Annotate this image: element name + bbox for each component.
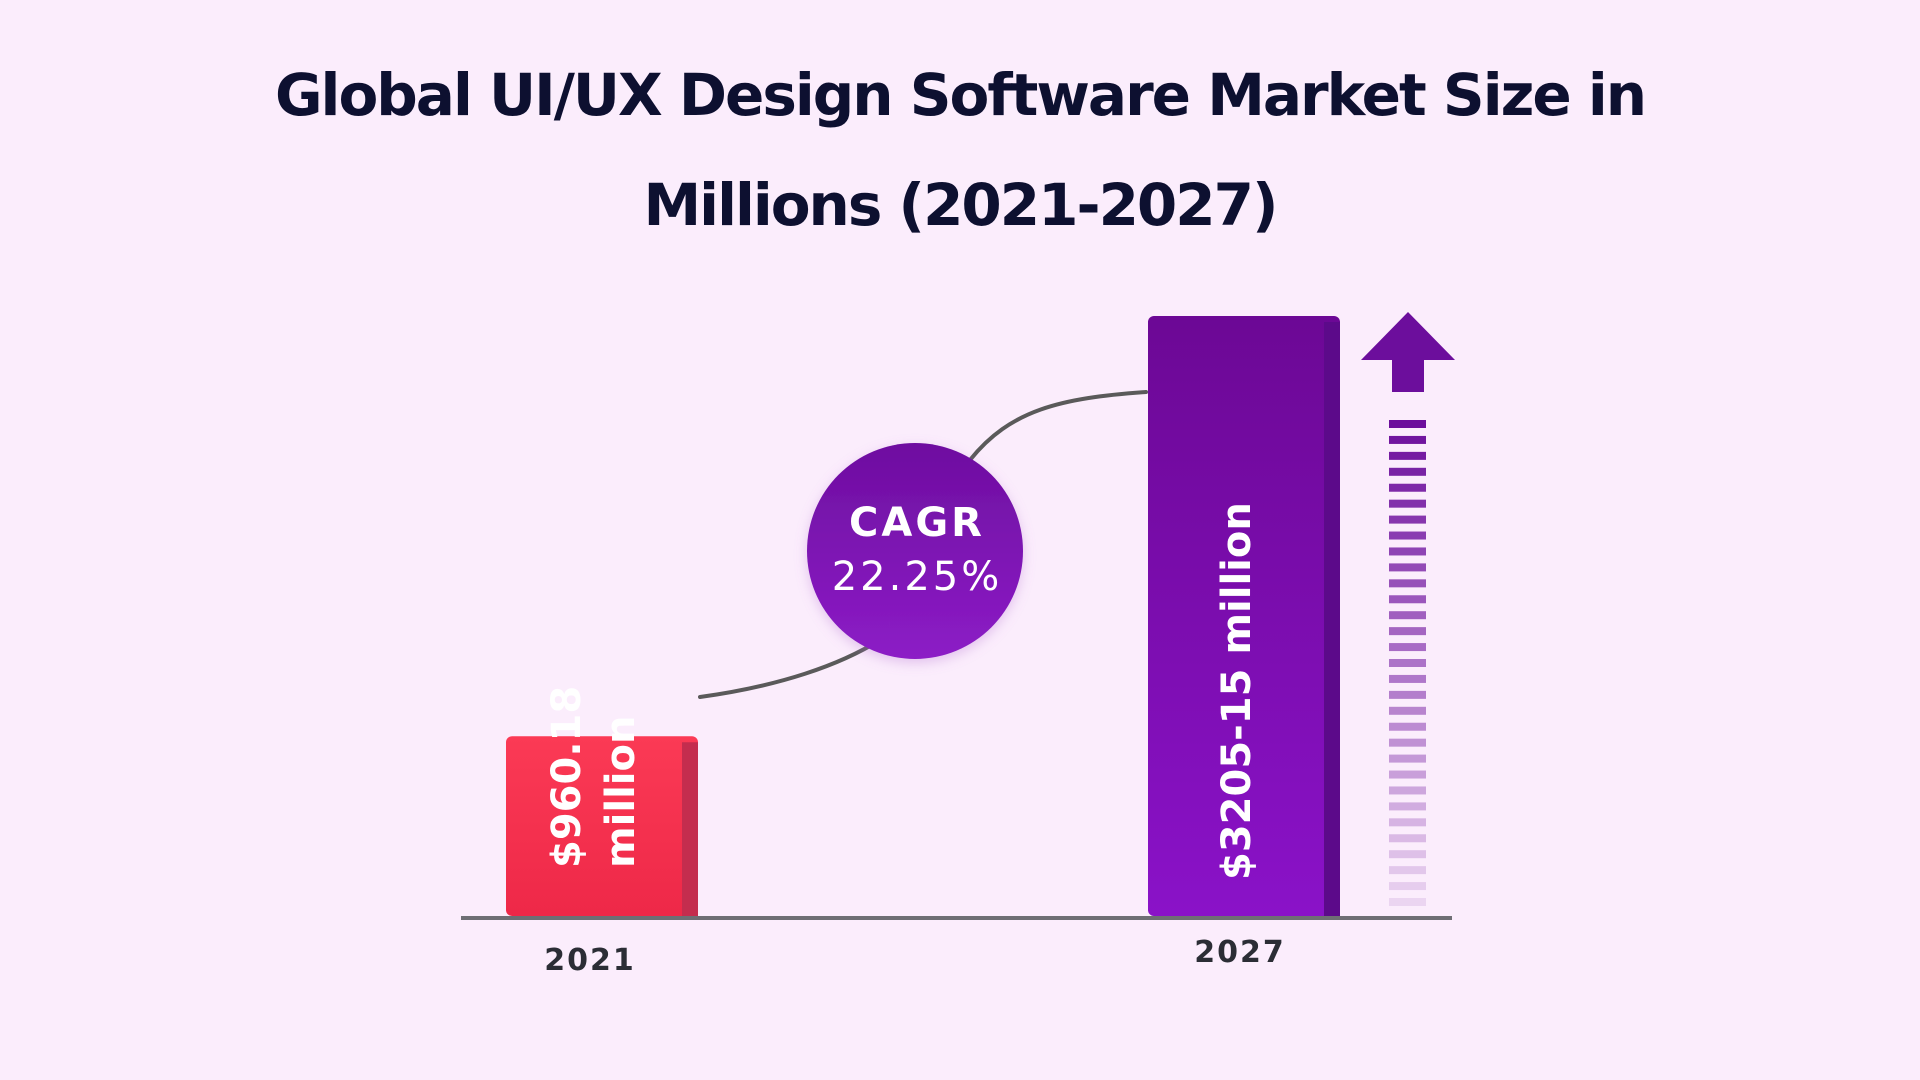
arrow-dash <box>1389 722 1426 731</box>
x-tick-label-2027: 2027 <box>1194 935 1286 970</box>
chart-title: Global UI/UX Design Software Market Size… <box>274 61 1647 239</box>
data-label-2021-line-2: million <box>598 716 644 868</box>
arrow-dash <box>1389 802 1426 811</box>
arrow-dash <box>1389 738 1426 747</box>
arrow-dash <box>1389 882 1426 891</box>
arrow-dash <box>1389 595 1426 604</box>
arrow-dash <box>1389 898 1426 906</box>
arrow-dash <box>1389 866 1426 875</box>
bar-2027 <box>1148 316 1340 916</box>
cagr-circle <box>807 443 1023 659</box>
arrow-dash <box>1389 834 1426 843</box>
arrow-dash <box>1389 690 1426 699</box>
arrow-dash <box>1389 754 1426 763</box>
arrow-dash <box>1389 850 1426 859</box>
arrow-dash <box>1389 786 1426 795</box>
cagr-label: CAGR <box>849 500 985 546</box>
cagr-value: 22.25% <box>832 554 1003 600</box>
arrow-dash <box>1389 674 1426 683</box>
arrow-dash <box>1389 770 1426 779</box>
arrow-dash <box>1389 467 1426 476</box>
arrow-dash <box>1389 706 1426 715</box>
arrow-dash <box>1389 818 1426 827</box>
arrow-dash <box>1389 499 1426 508</box>
bar-2021 <box>506 736 698 916</box>
arrow-dash <box>1389 547 1426 556</box>
arrow-dash <box>1389 659 1426 667</box>
cagr-connector-line <box>698 390 1148 699</box>
arrow-dash <box>1389 483 1426 492</box>
data-label-2021: $960.18 million <box>544 672 644 868</box>
arrow-dash <box>1389 611 1426 620</box>
arrow-dash <box>1389 579 1426 588</box>
x-tick-label-2021: 2021 <box>544 943 636 978</box>
arrow-dash <box>1389 435 1426 444</box>
arrow-dash <box>1389 643 1426 652</box>
arrow-dash <box>1389 420 1426 428</box>
bar-side-2027 <box>1324 322 1340 916</box>
cagr-badge: CAGR 22.25% <box>807 443 1023 659</box>
arrow-dash <box>1389 451 1426 460</box>
arrow-dash <box>1389 515 1426 524</box>
data-label-2027: $3205-15 million <box>1214 502 1260 880</box>
arrow-dash <box>1389 627 1426 636</box>
growth-arrow-dashes <box>1389 420 1426 906</box>
up-arrow-icon <box>1361 312 1455 906</box>
arrow-dash <box>1389 531 1426 540</box>
data-label-2021-line-1: $960.18 <box>544 686 590 868</box>
arrow-dash <box>1389 563 1426 572</box>
bar-side-2021 <box>682 742 698 916</box>
